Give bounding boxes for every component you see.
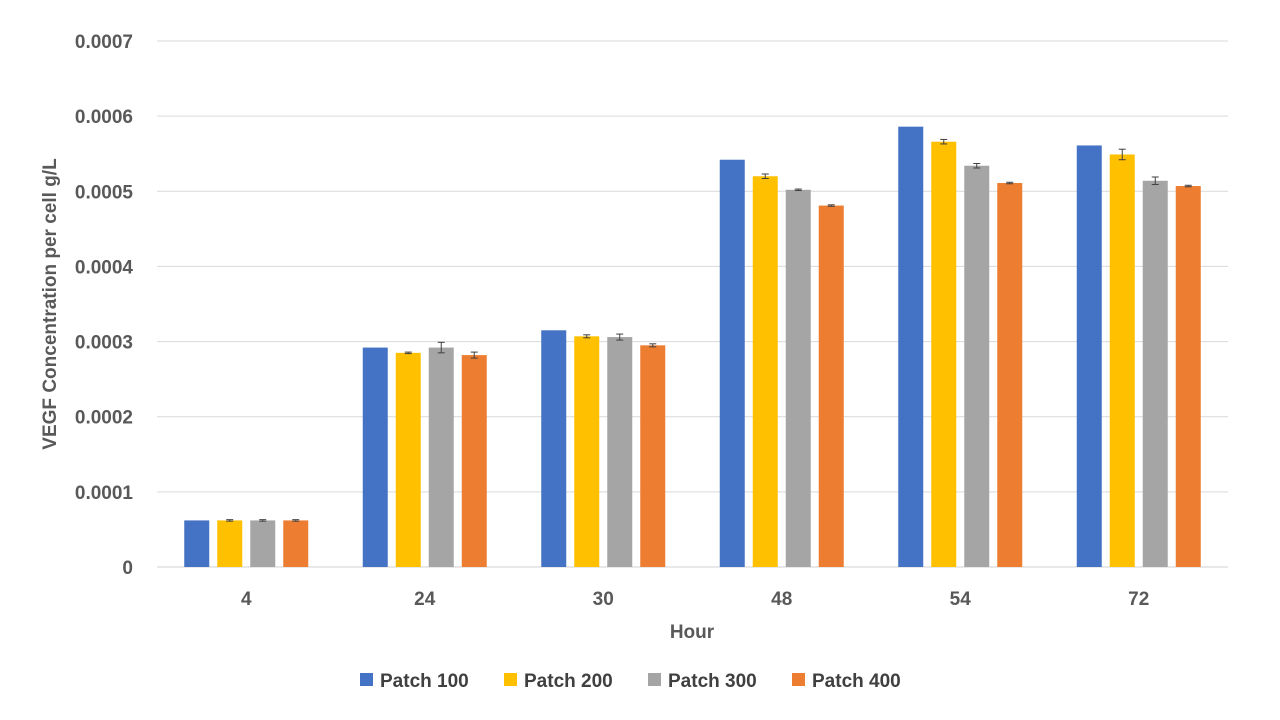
error-bar [1118,148,1126,161]
error-bar [1006,181,1014,185]
bar-patch-300-hour-24 [428,347,454,567]
error-bar [827,204,835,207]
bar-patch-200-hour-48 [752,176,778,567]
bar-patch-200-hour-54 [931,141,957,568]
bar-patch-300-hour-48 [785,189,811,568]
error-bar [1184,184,1192,188]
bar-patch-300-hour-72 [1142,180,1168,567]
legend-swatch [792,673,805,686]
error-bar [794,188,802,192]
bar-patch-200-hour-30 [574,336,600,567]
y-axis-tick-labels: 0 0.0001 0.0002 0.0003 0.0004 0.0005 0.0006 0.0… [75,32,134,579]
bar-patch-200-hour-24 [395,352,421,567]
legend-item: Patch 300 [648,671,757,692]
error-bar [583,334,591,339]
legend-swatch [504,673,517,686]
x-tick-label: 72 [1128,589,1149,610]
error-bar [973,162,981,169]
x-axis-title: Hour [670,622,715,643]
legend-label: Patch 400 [812,671,901,692]
x-tick-label: 54 [950,589,972,610]
error-bar [404,351,412,355]
error-bar [292,519,300,522]
y-tick-label: 0.0003 [75,333,133,354]
y-tick-label: 0.0006 [75,107,133,128]
bar-patch-400-hour-54 [997,183,1023,567]
x-axis-tick-labels: 4 24 30 48 54 72 [241,589,1149,610]
legend-swatch [360,673,373,686]
error-bar [649,343,657,348]
y-tick-label: 0.0002 [75,408,133,429]
bar-patch-100-hour-24 [362,347,388,567]
y-tick-label: 0.0001 [75,483,134,504]
legend-label: Patch 300 [668,671,757,692]
bar-patch-400-hour-4 [283,520,309,567]
y-tick-label: 0 [122,558,133,579]
bar-patch-400-hour-30 [640,345,666,567]
x-tick-label: 24 [414,589,436,610]
y-tick-label: 0.0007 [75,32,133,53]
x-tick-label: 4 [241,589,252,610]
y-axis-title: VEGF Concentration per cell g/L [40,158,61,450]
error-bar [1151,176,1159,186]
bar-patch-100-hour-72 [1076,145,1102,567]
legend-item: Patch 400 [792,671,901,692]
bar-patch-400-hour-24 [461,355,487,567]
error-bar [470,351,478,359]
bar-patch-300-hour-54 [964,165,990,568]
error-bar [761,173,769,180]
bar-patch-200-hour-72 [1109,154,1135,568]
bar-patch-100-hour-4 [184,520,210,567]
x-tick-label: 30 [593,589,614,610]
bar-patch-100-hour-54 [898,126,924,568]
legend-swatch [648,673,661,686]
y-tick-label: 0.0004 [75,257,134,278]
error-bar [437,341,445,354]
bar-patch-100-hour-48 [719,159,745,567]
error-bar [226,519,234,522]
gridlines [157,40,1228,568]
legend-item: Patch 200 [504,671,613,692]
bar-patch-300-hour-4 [250,520,276,567]
bar-patch-100-hour-30 [541,330,567,567]
y-tick-label: 0.0005 [75,182,134,203]
bars [184,126,1201,568]
error-bar [259,519,267,522]
bar-patch-400-hour-48 [818,205,844,567]
bar-patch-200-hour-4 [217,520,243,567]
bar-patch-300-hour-30 [607,337,633,567]
error-bar [616,333,624,341]
legend-item: Patch 100 [360,671,469,692]
legend-label: Patch 200 [524,671,613,692]
x-tick-label: 48 [771,589,792,610]
error-bar [940,138,948,145]
error-bars [226,138,1192,522]
legend-label: Patch 100 [380,671,469,692]
bar-patch-400-hour-72 [1175,186,1201,568]
legend: Patch 100 Patch 200 Patch 300 Patch 400 [360,671,901,692]
